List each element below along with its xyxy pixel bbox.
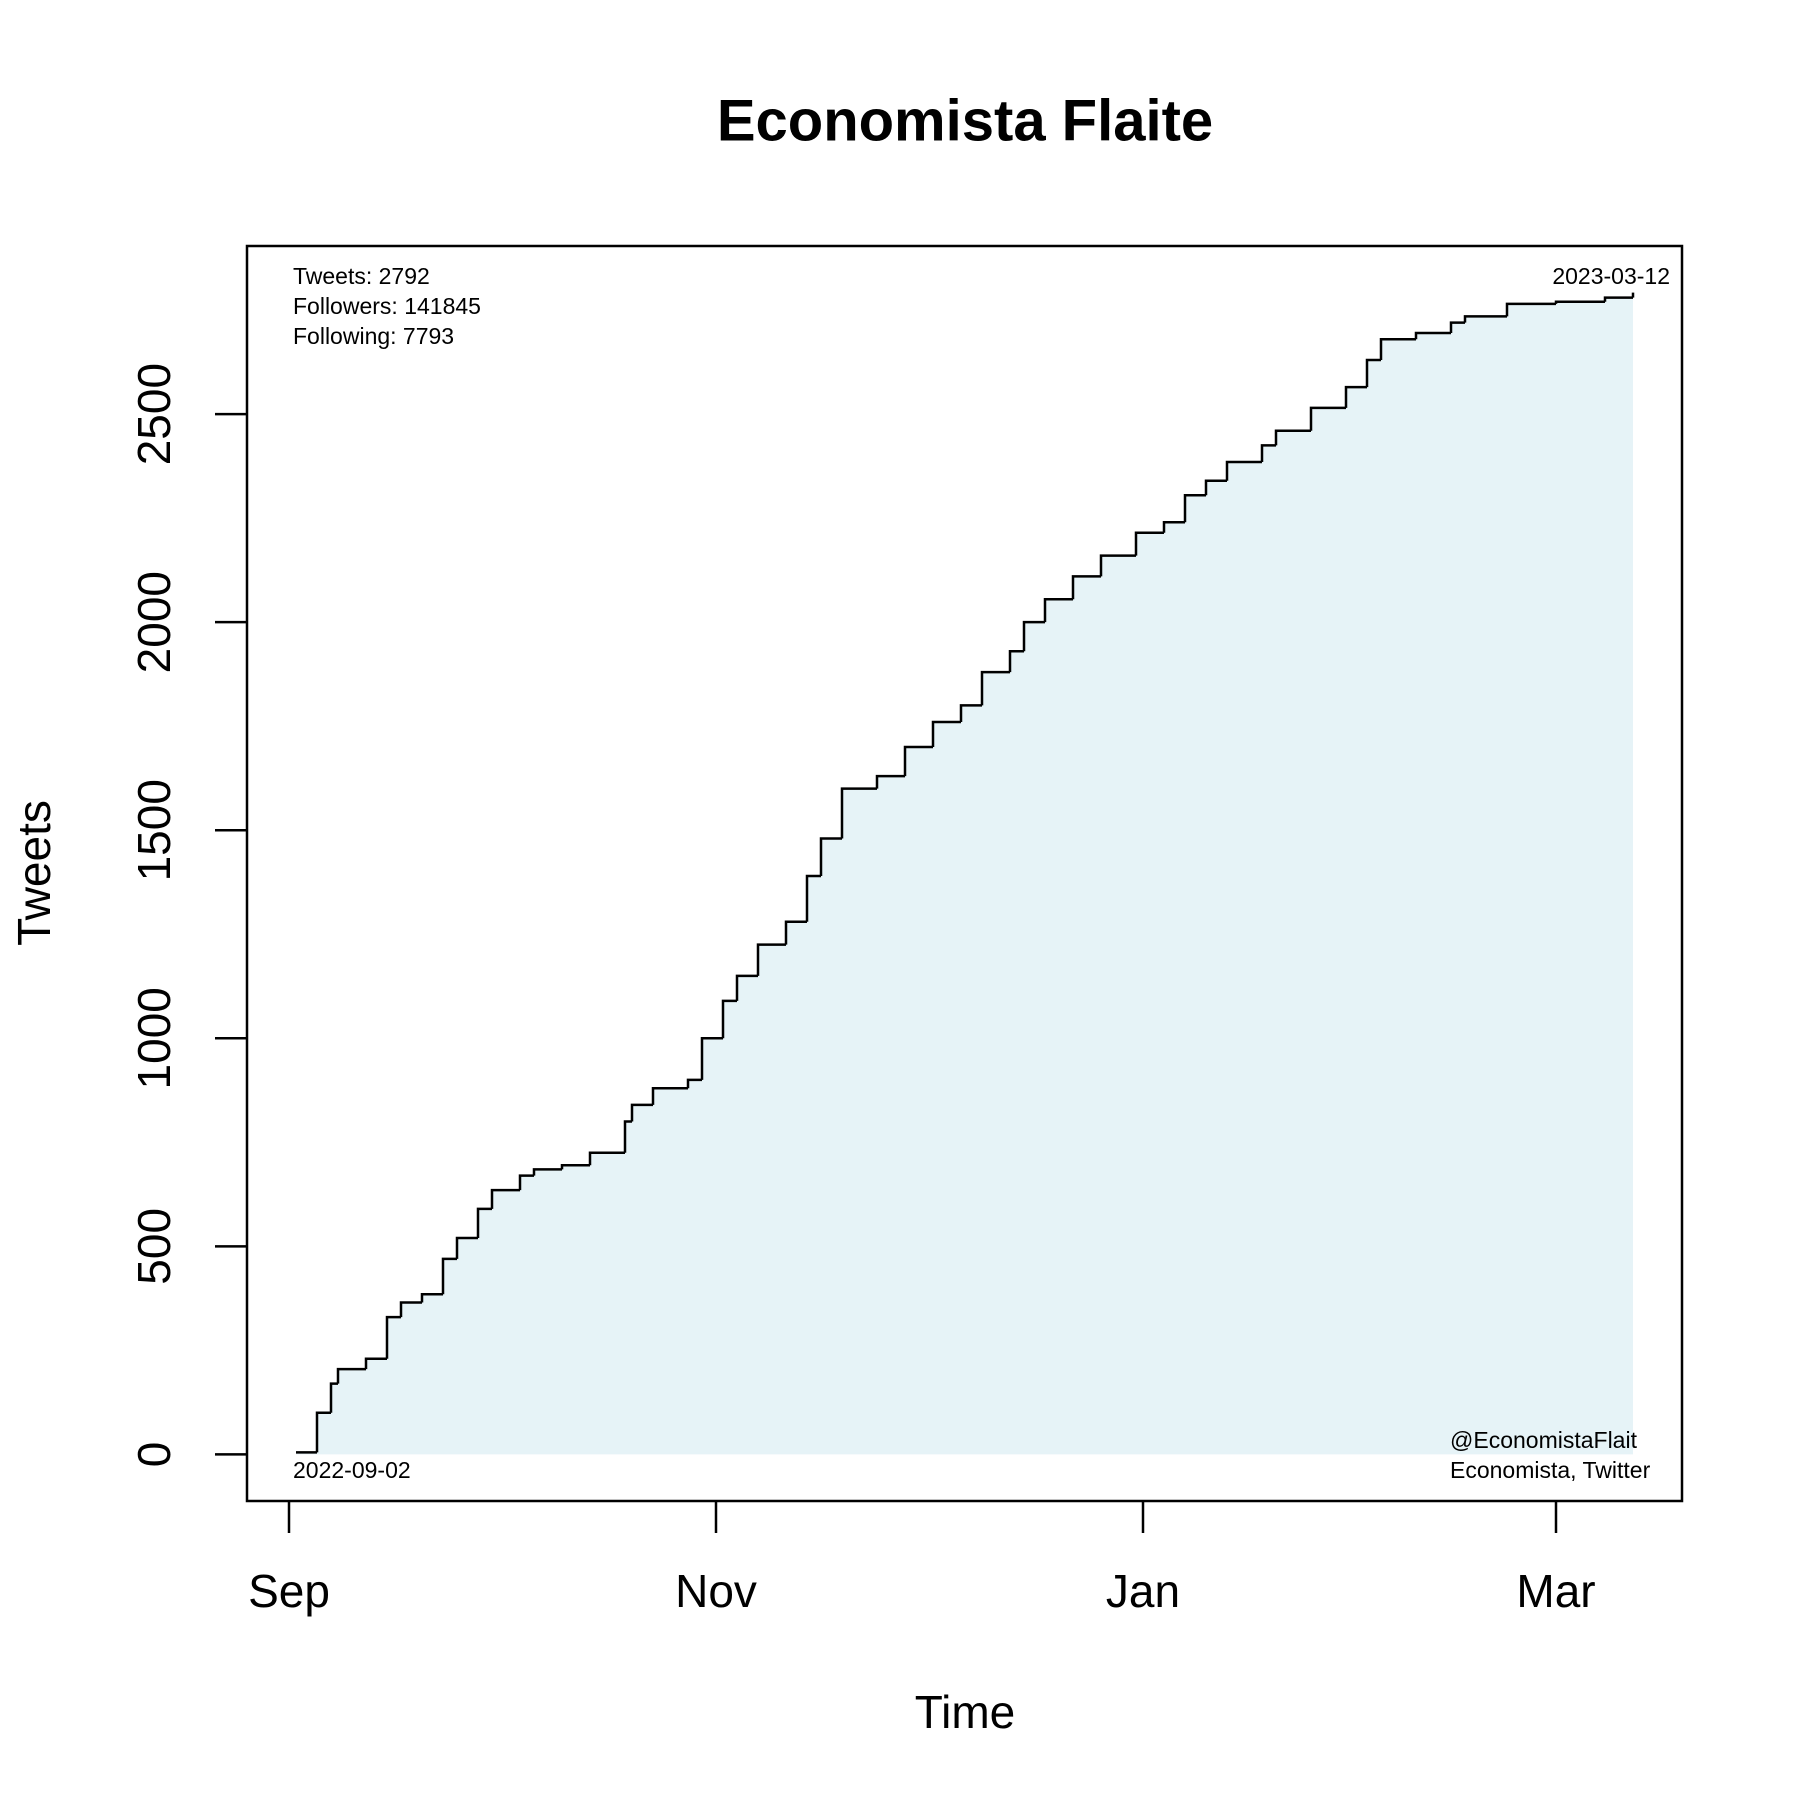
stat-note: Following: 7793 — [293, 323, 454, 349]
start-date-note: 2022-09-02 — [293, 1457, 411, 1483]
end-date-note: 2023-03-12 — [1552, 263, 1670, 289]
step-segment — [476, 1207, 492, 1239]
y-tick-label: 1500 — [128, 779, 180, 881]
step-segment — [1134, 531, 1164, 556]
step-segment — [490, 1188, 520, 1209]
step-segment — [315, 1411, 331, 1453]
y-tick-label: 2500 — [128, 363, 180, 465]
step-segment — [420, 1292, 443, 1303]
step-segment — [532, 1168, 562, 1176]
step-segment — [560, 1163, 590, 1170]
x-tick-label: Jan — [1106, 1565, 1180, 1617]
step-segment — [336, 1367, 366, 1384]
step-segment — [455, 1236, 478, 1259]
step-segment — [1225, 460, 1262, 481]
step-segment — [819, 837, 842, 876]
step-segment — [1043, 598, 1073, 623]
y-tick-label: 500 — [128, 1208, 180, 1285]
x-tick-label: Nov — [675, 1565, 757, 1617]
step-segment — [784, 920, 807, 945]
step-segment — [1008, 650, 1024, 673]
x-tick-label: Sep — [248, 1565, 330, 1617]
x-tick-label: Mar — [1516, 1565, 1595, 1617]
area-fill — [296, 292, 1633, 1455]
y-axis-label: Tweets — [8, 800, 60, 946]
chart-title: Economista Flaite — [717, 88, 1213, 153]
step-segment — [1344, 385, 1367, 408]
step-segment — [1505, 302, 1556, 317]
step-segment — [1554, 300, 1605, 304]
step-segment — [623, 1120, 632, 1153]
step-segment — [875, 774, 905, 789]
source-note: @EconomistaFlait — [1450, 1427, 1638, 1453]
step-segment — [1463, 315, 1507, 323]
step-segment — [1071, 575, 1101, 600]
step-segment — [903, 745, 933, 777]
y-tick-label: 1000 — [128, 987, 180, 1089]
plot-frame — [245, 244, 1684, 1503]
step-segment — [630, 1103, 653, 1122]
step-segment — [1099, 554, 1136, 577]
step-segment — [1414, 331, 1451, 340]
step-segment — [1449, 321, 1465, 333]
step-segment — [364, 1357, 387, 1370]
step-segment — [1183, 494, 1206, 523]
step-segment — [588, 1151, 625, 1166]
step-segment — [700, 1037, 723, 1080]
step-segment — [385, 1315, 401, 1359]
step-segment — [1204, 479, 1227, 496]
step-segment — [1162, 521, 1185, 533]
step-segment — [1365, 358, 1381, 388]
stat-note: Followers: 141845 — [293, 293, 481, 319]
step-segment — [959, 704, 982, 723]
step-segment — [651, 1086, 688, 1105]
step-segment — [805, 874, 821, 922]
step-segment — [518, 1174, 534, 1191]
step-segment — [686, 1078, 702, 1089]
step-segment — [441, 1257, 457, 1295]
step-segment — [721, 999, 737, 1039]
step-segment — [1022, 620, 1045, 652]
step-segment — [735, 974, 758, 1001]
step-segment — [980, 670, 1010, 706]
y-tick-label: 2000 — [128, 571, 180, 673]
step-segment — [1260, 444, 1276, 462]
step-segment — [329, 1382, 338, 1413]
step-segment — [1274, 429, 1311, 446]
step-segment — [1309, 406, 1346, 431]
stat-note: Tweets: 2792 — [293, 263, 430, 289]
x-axis-label: Time — [915, 1686, 1016, 1738]
y-tick-label: 0 — [128, 1442, 180, 1468]
source-note: Economista, Twitter — [1450, 1457, 1651, 1483]
step-segment — [756, 943, 786, 976]
step-segment — [1379, 337, 1416, 361]
step-segment — [1603, 296, 1633, 302]
step-segment — [840, 787, 877, 839]
step-segment — [399, 1301, 422, 1318]
step-segment — [931, 720, 961, 748]
